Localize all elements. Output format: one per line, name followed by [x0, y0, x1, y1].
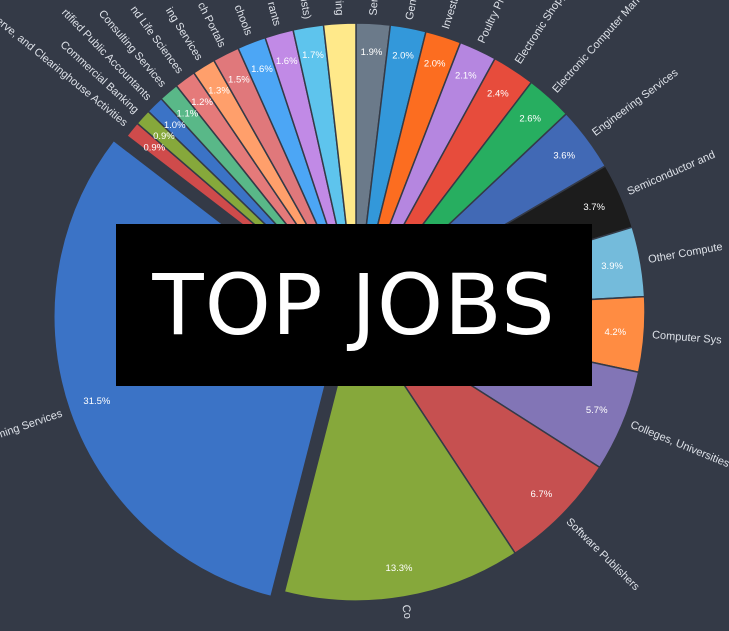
pie-category-label-24: ring — [332, 0, 345, 16]
pie-percent-label-16: 1.0% — [164, 120, 186, 131]
pie-category-label-3: Poultry Pro — [476, 0, 510, 45]
pie-percent-label-9: 4.2% — [604, 327, 626, 338]
pie-percent-label-13: 31.5% — [83, 396, 110, 407]
pie-category-label-20: ch Portals — [195, 0, 228, 50]
pie-category-label-9: Computer Sys — [652, 329, 723, 346]
pie-percent-label-2: 2.0% — [424, 59, 446, 70]
pie-category-label-7: Semiconductor and — [625, 149, 717, 198]
pie-category-label-6: Engineering Services — [590, 66, 681, 138]
pie-percent-label-12: 13.3% — [386, 563, 413, 574]
pie-percent-label-22: 1.6% — [276, 56, 298, 67]
pie-category-label-22: rants — [265, 1, 283, 28]
banner-title: TOP JOBS — [152, 256, 556, 354]
pie-percent-label-1: 2.0% — [392, 51, 414, 62]
pie-percent-label-0: 1.9% — [361, 47, 383, 58]
pie-category-label-12: Co — [399, 604, 413, 620]
pie-percent-label-18: 1.2% — [191, 97, 213, 108]
pie-percent-label-10: 5.7% — [586, 405, 608, 416]
pie-percent-label-21: 1.6% — [251, 64, 273, 75]
pie-category-label-2: Investm — [440, 0, 463, 31]
pie-category-label-11: Software Publishers — [564, 516, 642, 594]
pie-percent-label-17: 1.1% — [177, 108, 199, 119]
pie-category-label-23: ists) — [298, 0, 313, 20]
pie-percent-label-6: 3.6% — [553, 151, 575, 162]
pie-percent-labels: 1.9% 2.0% 2.0% 2.1% 2.4% 2.6% 3.6% 3.7% 3.9% 4.2%… — [83, 47, 626, 574]
pie-category-label-4: Electronic Shopp — [513, 0, 568, 66]
pie-category-label-10: Colleges, Universities — [629, 419, 729, 470]
pie-percent-label-23: 1.7% — [302, 50, 324, 61]
pie-percent-label-20: 1.5% — [228, 74, 250, 85]
pie-category-label-8: Other Compute — [647, 241, 723, 266]
pie-category-label-0: Semi — [368, 0, 381, 16]
pie-category-label-1: Gene — [404, 0, 421, 21]
pie-percent-label-14: 0.9% — [143, 142, 165, 153]
pie-percent-label-11: 6.7% — [531, 489, 553, 500]
pie-percent-label-5: 2.6% — [519, 113, 541, 124]
pie-percent-label-7: 3.7% — [583, 202, 605, 213]
pie-category-label-13: ming Services — [0, 408, 64, 442]
pie-percent-label-3: 2.1% — [455, 71, 477, 82]
pie-percent-label-19: 1.3% — [208, 85, 230, 96]
pie-category-label-5: Electronic Computer Manufa — [550, 0, 653, 95]
pie-percent-label-15: 0.9% — [153, 131, 175, 142]
pie-percent-label-8: 3.9% — [601, 261, 623, 272]
pie-category-label-21: chools — [232, 3, 255, 37]
pie-percent-label-4: 2.4% — [487, 89, 509, 100]
top-jobs-banner: TOP JOBS — [116, 224, 592, 386]
